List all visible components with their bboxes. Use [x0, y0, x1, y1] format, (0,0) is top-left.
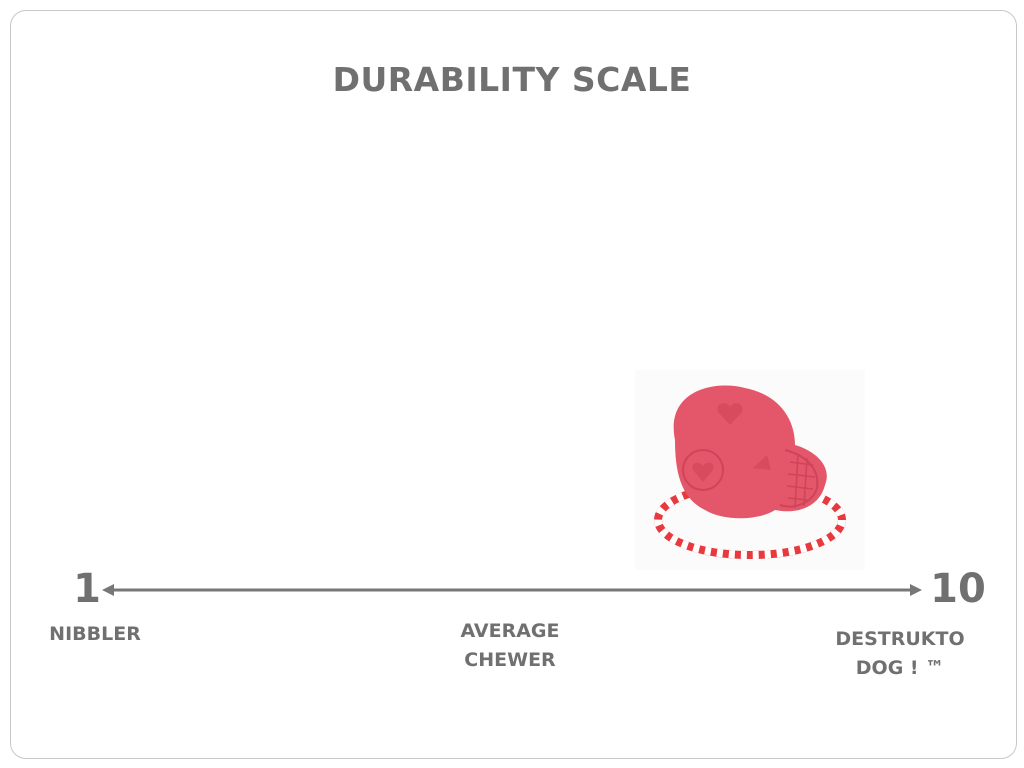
arrow-right-head: [910, 584, 922, 596]
nibbler-label: NIBBLER: [49, 623, 141, 645]
skull-toy-icon: [635, 370, 865, 570]
page-title: DURABILITY SCALE: [332, 60, 692, 99]
scale-max-label: 10: [930, 566, 986, 612]
destrukto-dog-label: DESTRUKTO DOG ! ™: [835, 628, 965, 679]
scale-min-label: 1: [73, 566, 101, 612]
average-chewer-label: AVERAGE CHEWER: [460, 620, 560, 671]
arrow-left-head: [102, 584, 114, 596]
